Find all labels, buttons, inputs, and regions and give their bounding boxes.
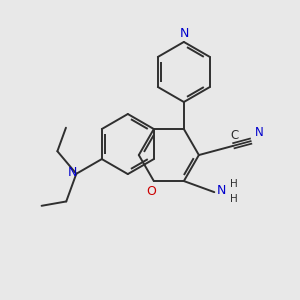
Text: H: H xyxy=(230,179,238,189)
Text: H: H xyxy=(230,194,238,204)
Text: N: N xyxy=(217,184,226,197)
Text: N: N xyxy=(180,28,189,40)
Text: N: N xyxy=(254,126,263,139)
Text: N: N xyxy=(68,166,77,179)
Text: O: O xyxy=(146,185,156,199)
Text: C: C xyxy=(230,129,238,142)
